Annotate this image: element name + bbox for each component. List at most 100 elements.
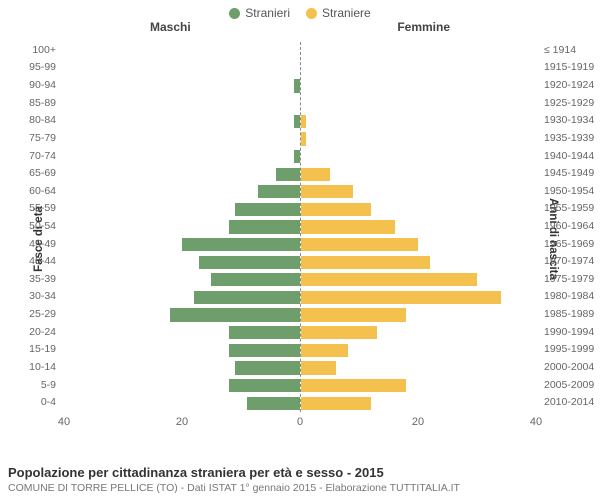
bar-male [235, 361, 300, 374]
ylabel-birth: 1930-1934 [540, 114, 600, 126]
bar-row [301, 60, 537, 78]
bar-row [64, 60, 300, 78]
xtick: 40 [530, 416, 542, 428]
ylabel-age: 85-89 [0, 97, 60, 109]
legend-swatch-female [306, 8, 317, 19]
bar-row [64, 130, 300, 148]
ylabel-age: 60-64 [0, 185, 60, 197]
bar-row [64, 218, 300, 236]
bar-female [301, 132, 307, 145]
legend: Stranieri Straniere [0, 0, 600, 20]
ylabel-birth: 1985-1989 [540, 308, 600, 320]
bar-female [301, 238, 419, 251]
plot-wrap: Fasce di età Anni di nascita 100+≤ 19149… [0, 36, 600, 442]
bar-row [64, 394, 300, 412]
bar-female [301, 379, 407, 392]
bar-row [64, 342, 300, 360]
bar-female [301, 220, 395, 233]
ylabel-age: 5-9 [0, 379, 60, 391]
half-male [64, 42, 300, 412]
legend-item-female: Straniere [306, 6, 371, 20]
bar-row [64, 236, 300, 254]
bar-row [301, 289, 537, 307]
ylabel-birth: 1950-1954 [540, 185, 600, 197]
bar-male [229, 379, 300, 392]
bar-row [301, 359, 537, 377]
footer: Popolazione per cittadinanza straniera p… [8, 465, 460, 494]
chart-title: Popolazione per cittadinanza straniera p… [8, 465, 460, 480]
bar-male [247, 397, 300, 410]
ylabel-birth: 1965-1969 [540, 238, 600, 250]
ylabel-birth: 1915-1919 [540, 61, 600, 73]
ylabel-age: 35-39 [0, 273, 60, 285]
ylabel-birth: ≤ 1914 [540, 44, 600, 56]
ylabel-birth: 2000-2004 [540, 361, 600, 373]
ylabel-age: 30-34 [0, 290, 60, 302]
legend-item-male: Stranieri [229, 6, 290, 20]
bar-row [301, 271, 537, 289]
header-male: Maschi [150, 20, 191, 34]
xtick: 20 [176, 416, 188, 428]
ylabel-age: 10-14 [0, 361, 60, 373]
ylabel-birth: 1990-1994 [540, 326, 600, 338]
ylabel-birth: 1925-1929 [540, 97, 600, 109]
bar-row [64, 42, 300, 60]
ylabel-birth: 1970-1974 [540, 255, 600, 267]
bar-row [64, 359, 300, 377]
bar-row [301, 342, 537, 360]
bar-female [301, 308, 407, 321]
xtick: 0 [297, 416, 303, 428]
ylabel-age: 70-74 [0, 150, 60, 162]
bar-row [64, 201, 300, 219]
half-female [300, 42, 537, 412]
ylabel-birth: 1995-1999 [540, 343, 600, 355]
bar-row [301, 377, 537, 395]
bar-male [199, 256, 299, 269]
ylabel-birth: 1940-1944 [540, 150, 600, 162]
ylabel-birth: 1945-1949 [540, 167, 600, 179]
bar-row [301, 95, 537, 113]
bar-row [301, 218, 537, 236]
xtick: 40 [58, 416, 70, 428]
ylabel-birth: 2005-2009 [540, 379, 600, 391]
bar-row [301, 130, 537, 148]
ylabel-birth: 1920-1924 [540, 79, 600, 91]
bar-female [301, 344, 348, 357]
ylabel-age: 25-29 [0, 308, 60, 320]
xtick: 20 [412, 416, 424, 428]
ylabel-age: 80-84 [0, 114, 60, 126]
bar-female [301, 115, 307, 128]
x-axis: 402002040 [64, 416, 536, 432]
ylabel-age: 75-79 [0, 132, 60, 144]
bar-row [64, 77, 300, 95]
bar-row [64, 377, 300, 395]
ylabel-birth: 1980-1984 [540, 290, 600, 302]
bar-male [229, 220, 300, 233]
bar-female [301, 203, 372, 216]
bar-row [301, 42, 537, 60]
legend-label-male: Stranieri [245, 6, 290, 20]
bar-row [64, 183, 300, 201]
ylabel-age: 20-24 [0, 326, 60, 338]
plot-area [64, 42, 536, 412]
bar-female [301, 256, 431, 269]
ylabel-age: 45-49 [0, 238, 60, 250]
bar-row [301, 394, 537, 412]
bar-female [301, 273, 478, 286]
ylabel-age: 65-69 [0, 167, 60, 179]
ylabel-age: 55-59 [0, 202, 60, 214]
bar-row [64, 289, 300, 307]
bar-male [211, 273, 299, 286]
ylabel-age: 50-54 [0, 220, 60, 232]
ylabel-age: 100+ [0, 44, 60, 56]
bar-row [64, 324, 300, 342]
bar-female [301, 291, 501, 304]
bar-row [301, 112, 537, 130]
bar-male [276, 168, 300, 181]
bar-row [301, 324, 537, 342]
bar-male [235, 203, 300, 216]
ylabel-birth: 1975-1979 [540, 273, 600, 285]
bar-row [301, 148, 537, 166]
bar-row [64, 271, 300, 289]
bar-female [301, 168, 330, 181]
